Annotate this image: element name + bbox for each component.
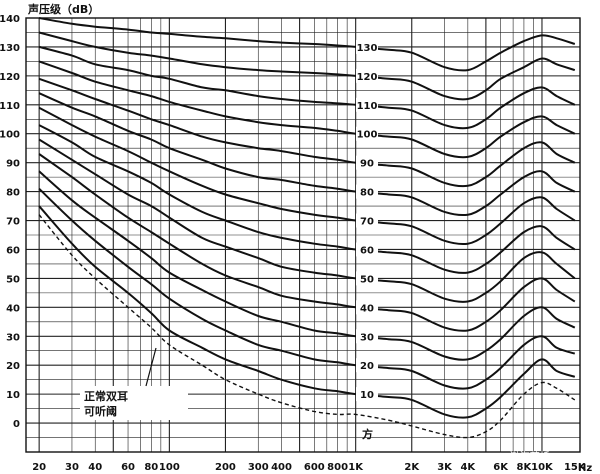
y-tick-label: 10 bbox=[6, 390, 20, 401]
threshold-label-backdrop bbox=[80, 386, 188, 420]
threshold-label-line-2: 可听阈 bbox=[84, 404, 117, 418]
x-tick-label: 60 bbox=[121, 462, 135, 473]
y-axis-label: 声压级（dB） bbox=[27, 2, 99, 16]
x-tick-label: 6K bbox=[493, 462, 509, 473]
x-tick-label: 4K bbox=[460, 462, 476, 473]
y-tick-label: 140 bbox=[0, 14, 20, 25]
x-tick-label: 1K bbox=[348, 462, 364, 473]
y-tick-label: 60 bbox=[6, 245, 20, 256]
y-tick-label: 70 bbox=[6, 217, 20, 228]
contour-label-70: 70 bbox=[360, 217, 374, 228]
loudness-curve-120 bbox=[38, 31, 576, 101]
x-tick-labels: 20 30 40 60 80 100 200 300 400 600 800 1K 2K 3K 4K 6K 8K… bbox=[32, 462, 587, 473]
loudness-curve-70 bbox=[38, 106, 576, 246]
y-tick-label: 40 bbox=[6, 303, 20, 314]
y-tick-labels: 0 10 20 30 40 50 60 70 80 90 100 110 120 130 140 bbox=[0, 14, 20, 430]
contour-label-backdrop bbox=[356, 242, 378, 257]
y-tick-label: 130 bbox=[0, 43, 20, 54]
watermark: CSDN @渤海蓝桥 bbox=[468, 450, 550, 463]
x-tick-label: 15K bbox=[564, 462, 587, 473]
loudness-curve-100 bbox=[38, 60, 576, 159]
contour-label-130: 130 bbox=[357, 43, 378, 54]
contour-unit-label: 方 bbox=[362, 427, 373, 441]
x-tick-label: 600 bbox=[304, 462, 325, 473]
loudness-curve-10 bbox=[38, 205, 576, 419]
threshold-label-line-1: 正常双耳 bbox=[84, 389, 128, 403]
plot-frame bbox=[25, 17, 581, 453]
y-tick-label: 90 bbox=[6, 159, 20, 170]
contour-label-110: 110 bbox=[357, 101, 378, 112]
loudness-curve-50 bbox=[38, 138, 576, 303]
contour-label-30: 30 bbox=[360, 332, 374, 343]
contour-label-90: 90 bbox=[360, 159, 374, 170]
threshold-curve bbox=[38, 214, 576, 439]
threshold-label-pointer bbox=[145, 347, 157, 387]
contour-label-50: 50 bbox=[360, 274, 374, 285]
loudness-curve-20 bbox=[38, 187, 576, 390]
x-tick-label: 800 bbox=[327, 462, 348, 473]
y-tick-label: 30 bbox=[6, 332, 20, 343]
x-tick-label: 300 bbox=[248, 462, 269, 473]
x-tick-label: 40 bbox=[88, 462, 102, 473]
contour-label-60: 60 bbox=[360, 245, 374, 256]
contour-label-40: 40 bbox=[360, 303, 374, 314]
contour-label-backdrop bbox=[356, 271, 378, 286]
contour-label-backdrop bbox=[356, 329, 378, 344]
x-tick-label: 3K bbox=[437, 462, 453, 473]
loudness-curve-80 bbox=[38, 92, 576, 217]
contour-label-100: 100 bbox=[357, 130, 378, 141]
contour-label-backdrop bbox=[356, 300, 378, 315]
contour-label-20: 20 bbox=[360, 361, 374, 372]
contour-label-10: 10 bbox=[360, 390, 374, 401]
y-tick-label: 80 bbox=[6, 188, 20, 199]
contour-label-backdrop bbox=[356, 184, 378, 199]
loudness-curve-30 bbox=[38, 170, 576, 361]
loudness-curve-130 bbox=[38, 17, 576, 72]
loudness-curve-90 bbox=[38, 77, 576, 188]
x-tick-label: 80 bbox=[144, 462, 158, 473]
major-gridlines bbox=[25, 17, 581, 453]
x-tick-label: 10K bbox=[531, 462, 554, 473]
contour-label-backdrop bbox=[356, 39, 378, 54]
contour-label-backdrop bbox=[356, 358, 378, 373]
loudness-curve-40 bbox=[38, 153, 576, 332]
x-tick-label: 100 bbox=[159, 462, 180, 473]
y-tick-label: 110 bbox=[0, 101, 20, 112]
contour-label-backdrop bbox=[356, 155, 378, 170]
x-tick-label: 20 bbox=[32, 462, 46, 473]
loudness-curves bbox=[38, 17, 576, 419]
x-unit-label: Hz bbox=[578, 463, 592, 474]
y-tick-label: 100 bbox=[0, 130, 20, 141]
contour-label-backdrop bbox=[356, 213, 378, 228]
contour-label-backdrop bbox=[356, 387, 378, 402]
contour-label-backdrop bbox=[356, 126, 378, 141]
contour-label-backdrop bbox=[356, 68, 378, 83]
loudness-curve-110 bbox=[38, 45, 576, 130]
x-tick-label: 2K bbox=[404, 462, 420, 473]
loudness-curve-60 bbox=[38, 124, 576, 274]
y-tick-label: 120 bbox=[0, 72, 20, 83]
x-tick-label: 200 bbox=[215, 462, 236, 473]
y-tick-label: 20 bbox=[6, 361, 20, 372]
contour-label-backdrop bbox=[356, 97, 378, 112]
contour-label-80: 80 bbox=[360, 188, 374, 199]
contour-labels: 10 20 30 40 50 60 70 80 90 100 110 120 130 bbox=[356, 39, 378, 402]
y-tick-label: 50 bbox=[6, 274, 20, 285]
threshold-curve-group bbox=[38, 214, 576, 439]
contour-label-120: 120 bbox=[357, 72, 378, 83]
x-tick-label: 30 bbox=[65, 462, 79, 473]
y-tick-label: 0 bbox=[13, 419, 20, 430]
x-tick-label: 8K bbox=[517, 462, 533, 473]
x-tick-label: 400 bbox=[271, 462, 292, 473]
